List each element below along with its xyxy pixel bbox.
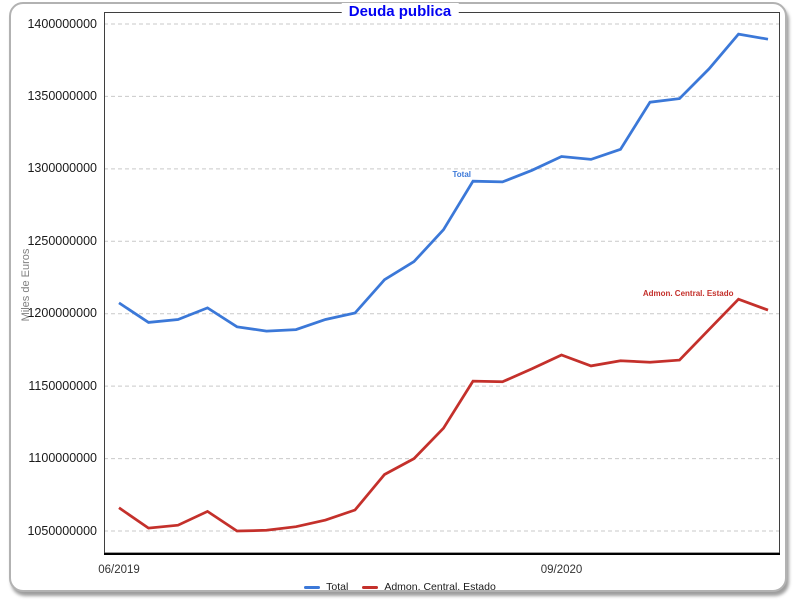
y-tick-label: 1300000000 — [27, 161, 97, 176]
legend-item-admon: Admon. Central. Estado — [362, 581, 496, 593]
y-tick-label: 1200000000 — [27, 306, 97, 321]
chart-title: Deuda publica — [341, 3, 459, 20]
series-line-total — [118, 32, 769, 333]
x-tick-label: 09/2020 — [540, 564, 583, 576]
legend-line-swatch-total-icon — [304, 585, 321, 589]
y-tick-label: 1100000000 — [28, 451, 97, 466]
y-tick-label: 1350000000 — [27, 88, 97, 103]
series-label-total: Total — [452, 170, 471, 180]
legend-line-swatch-admon-icon — [362, 585, 379, 589]
series-line-admon — [118, 297, 769, 533]
legend-item-total: Total — [304, 581, 348, 593]
plot-border — [104, 12, 780, 554]
legend: Total Admon. Central. Estado — [0, 581, 800, 593]
y-tick-label: 1050000000 — [27, 523, 97, 538]
x-tick-label: 06/2019 — [98, 564, 140, 576]
y-tick-label: 1150000000 — [28, 378, 97, 393]
y-tick-label: 1250000000 — [27, 233, 97, 248]
legend-label-admon: Admon. Central. Estado — [384, 581, 496, 593]
y-tick-label: 1400000000 — [27, 16, 97, 31]
legend-label-total: Total — [326, 581, 349, 593]
series-label-admon: Admon. Central. Estado — [642, 289, 734, 299]
